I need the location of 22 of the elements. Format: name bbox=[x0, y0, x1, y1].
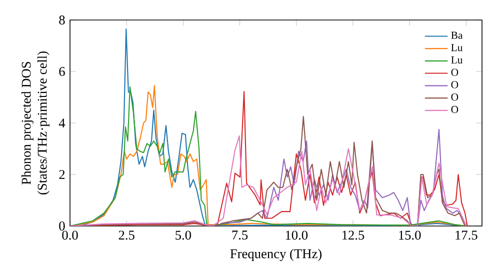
legend-label: O bbox=[451, 94, 458, 101]
x-tick-label: 15.0 bbox=[399, 230, 421, 240]
y-tick-label: 2 bbox=[59, 170, 65, 179]
legend-label: Ba bbox=[451, 32, 463, 39]
legend-label: Lu bbox=[451, 44, 463, 52]
x-tick-label: 5.0 bbox=[176, 230, 192, 240]
legend-label: O bbox=[451, 81, 458, 88]
legend-label: O bbox=[451, 106, 458, 114]
legend-label: O bbox=[451, 68, 458, 76]
y-tick-label: 4 bbox=[58, 118, 66, 128]
y-axis-title: Phonon projected DOS (States/THz·primitive cell) bbox=[21, 52, 50, 194]
x-tick-label: 12.5 bbox=[342, 230, 364, 240]
x-tick-label: 2.5 bbox=[118, 230, 134, 240]
x-tick-label: 7.5 bbox=[232, 230, 248, 240]
legend-label: Lu bbox=[451, 56, 463, 64]
x-tick-label: 10.0 bbox=[286, 230, 308, 240]
x-tick-label: 17.5 bbox=[456, 230, 478, 240]
y-tick-label: 0 bbox=[59, 221, 65, 230]
y-tick-label: 8 bbox=[59, 16, 65, 24]
x-axis-title: Frequency (THz) bbox=[230, 248, 322, 262]
y-tick-label: 6 bbox=[59, 67, 65, 76]
x-tick-label: 0.0 bbox=[62, 230, 78, 240]
